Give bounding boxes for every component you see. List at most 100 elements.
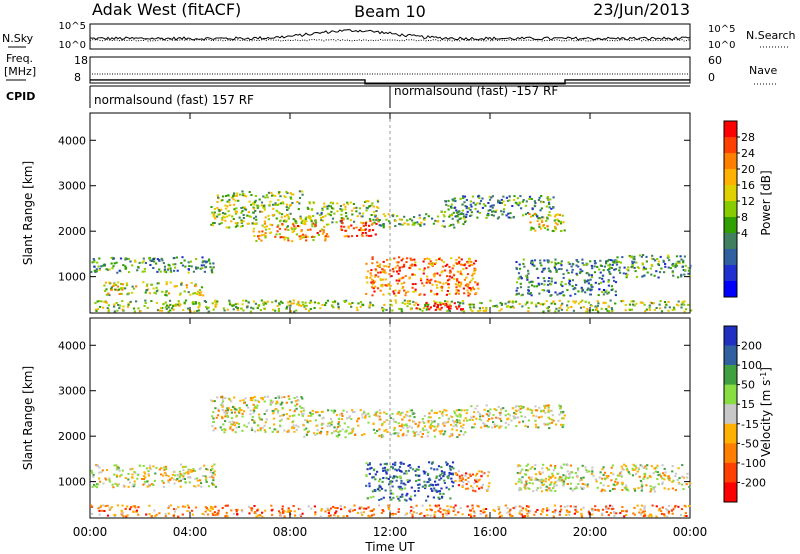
data-cell [278, 212, 281, 215]
data-cell [397, 261, 400, 264]
data-cell [226, 515, 229, 518]
data-cell [377, 415, 380, 418]
data-cell [192, 292, 195, 295]
data-cell [453, 226, 456, 229]
data-cell [593, 262, 597, 265]
data-cell [227, 194, 230, 197]
data-cell [333, 409, 336, 412]
data-cell [151, 260, 154, 262]
data-cell [585, 470, 588, 473]
data-cell [408, 479, 411, 482]
data-cell [385, 308, 388, 311]
data-cell [137, 307, 140, 310]
data-cell [378, 434, 381, 437]
data-cell [541, 303, 544, 306]
data-cell [571, 271, 574, 274]
data-cell [152, 465, 155, 468]
data-cell [657, 263, 660, 266]
data-cell [385, 428, 388, 431]
colorbar-swatch [724, 121, 737, 138]
data-cell [504, 302, 507, 305]
x-tick-label: 00:00 [73, 525, 108, 539]
data-cell [532, 490, 535, 493]
data-cell [538, 471, 541, 474]
data-cell [540, 415, 543, 418]
data-cell [296, 225, 300, 227]
data-cell [239, 399, 242, 402]
data-cell [450, 206, 453, 209]
data-cell [300, 236, 303, 239]
data-cell [295, 424, 298, 427]
data-cell [408, 266, 411, 269]
data-cell [462, 223, 465, 226]
data-cell [525, 505, 529, 508]
data-cell [187, 291, 190, 294]
data-cell [137, 513, 140, 516]
data-cell [563, 414, 566, 417]
data-cell [315, 424, 318, 427]
data-cell [277, 310, 280, 312]
data-cell [465, 472, 468, 475]
data-cell [654, 470, 657, 473]
data-cell [541, 216, 544, 219]
data-cell [345, 417, 349, 420]
plot-title: Adak West (fitACF) [92, 0, 241, 19]
data-cell [314, 511, 317, 514]
data-cell [460, 409, 463, 412]
data-cell [235, 426, 238, 429]
data-cell [462, 268, 465, 271]
data-cell [464, 478, 467, 481]
data-cell [428, 461, 431, 464]
data-cell [441, 270, 444, 273]
data-cell [621, 482, 624, 485]
data-cell [372, 205, 375, 208]
data-cell [547, 310, 550, 312]
data-cell [197, 290, 200, 293]
data-cell [303, 435, 306, 438]
data-cell [456, 421, 459, 424]
data-cell [459, 272, 462, 275]
data-cell [180, 474, 183, 477]
data-band [515, 258, 618, 297]
data-cell [136, 474, 140, 477]
data-cell [518, 478, 521, 481]
data-cell [470, 260, 473, 263]
data-cell [388, 265, 391, 268]
data-cell [367, 463, 370, 466]
data-cell [374, 285, 377, 288]
data-cell [228, 299, 231, 302]
data-cell [304, 218, 307, 221]
data-cell [459, 263, 463, 266]
data-cell [465, 283, 469, 286]
data-cell [228, 421, 231, 424]
data-cell [453, 421, 456, 424]
data-cell [431, 283, 434, 286]
data-cell [448, 271, 452, 274]
data-cell [211, 465, 214, 468]
data-cell [459, 422, 462, 425]
data-cell [279, 195, 282, 198]
data-cell [403, 416, 406, 419]
data-cell [229, 303, 232, 306]
data-cell [674, 264, 678, 267]
data-cell [461, 209, 464, 212]
data-cell [314, 221, 318, 224]
data-cell [524, 473, 528, 476]
data-cell [444, 430, 447, 433]
data-cell [178, 302, 181, 305]
data-cell [518, 267, 522, 270]
data-cell [441, 472, 444, 475]
data-cell [601, 477, 604, 480]
data-cell [537, 282, 540, 285]
data-cell [448, 292, 451, 295]
data-cell [552, 206, 555, 208]
data-cell [447, 204, 450, 207]
data-cell [540, 219, 544, 222]
data-cell [585, 280, 588, 283]
data-cell [515, 261, 518, 263]
data-cell [468, 473, 471, 476]
data-cell [495, 304, 498, 307]
data-cell [677, 505, 680, 508]
data-cell [426, 275, 429, 278]
data-cell [335, 428, 338, 431]
